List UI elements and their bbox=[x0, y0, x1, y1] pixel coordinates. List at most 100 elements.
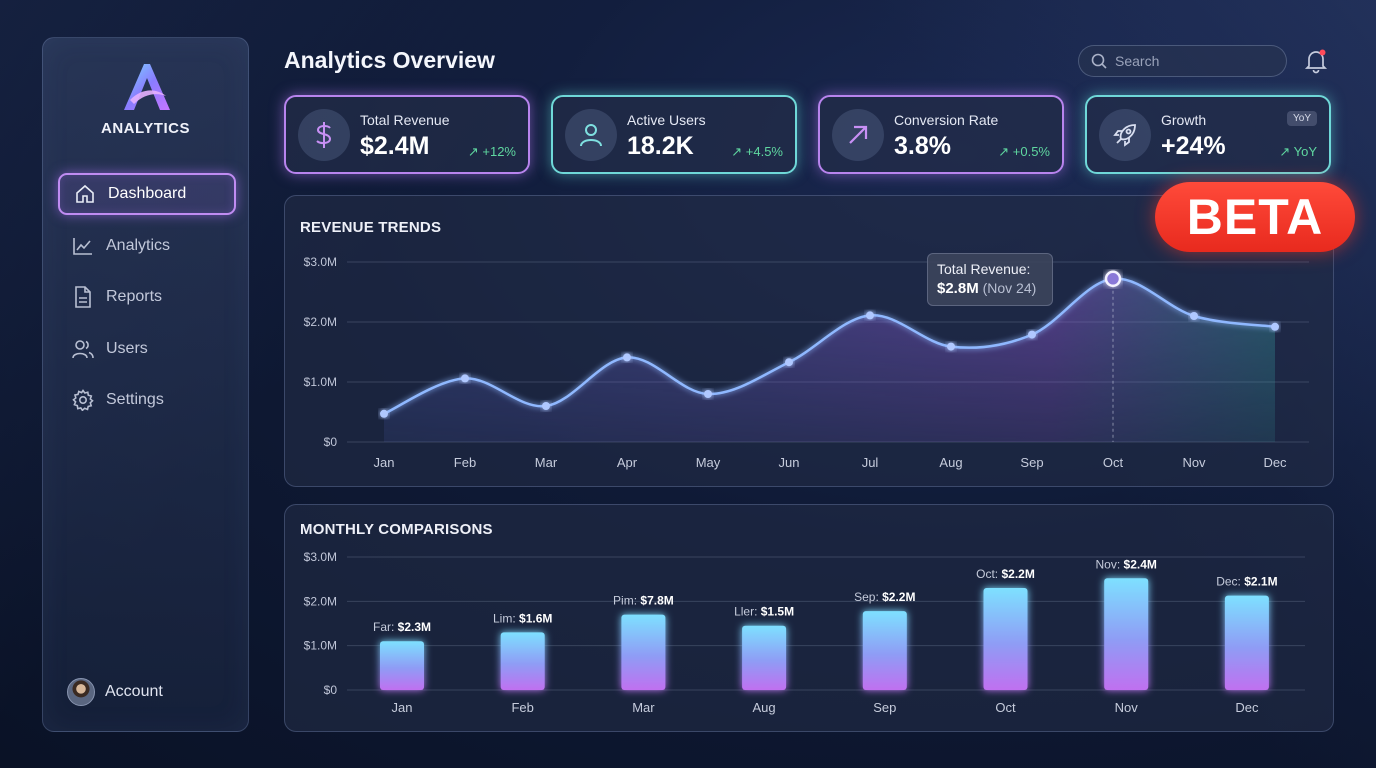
user-icon bbox=[565, 109, 617, 161]
data-point bbox=[623, 353, 631, 362]
bell-icon[interactable] bbox=[1304, 48, 1328, 74]
y-tick-label: $3.0M bbox=[304, 255, 337, 269]
data-point bbox=[785, 358, 793, 367]
bar bbox=[983, 588, 1028, 690]
sidebar-item-label: Reports bbox=[106, 288, 163, 305]
arrow-up-right-icon: ↗ bbox=[1279, 144, 1291, 159]
data-point bbox=[380, 409, 388, 418]
bar bbox=[380, 641, 424, 690]
x-tick-label: Dec bbox=[1235, 700, 1259, 715]
kpi-label: Growth bbox=[1161, 112, 1207, 128]
x-tick-label: Feb bbox=[511, 700, 533, 715]
data-point bbox=[1028, 330, 1036, 339]
x-tick-label: Jun bbox=[779, 455, 800, 470]
x-tick-label: Jul bbox=[862, 455, 879, 470]
avatar bbox=[67, 678, 95, 706]
y-tick-label: $1.0M bbox=[304, 639, 337, 653]
bar-data-label: Nov: $2.4M bbox=[1096, 557, 1157, 571]
sidebar-item-label: Analytics bbox=[106, 236, 171, 254]
kpi-card-total-revenue[interactable]: Total Revenue $2.4M ↗ +12% bbox=[284, 95, 530, 174]
x-tick-label: Feb bbox=[454, 455, 476, 470]
document-icon bbox=[72, 286, 94, 308]
arrow-up-right-icon: ↗ bbox=[998, 144, 1010, 159]
bar bbox=[1104, 578, 1149, 690]
revenue-trends-panel: REVENUE TRENDS $0 $1.0M $2.0M $3.0M Jan Feb Ma… bbox=[284, 195, 1334, 487]
arrow-up-right-icon: ↗ bbox=[467, 144, 479, 159]
bar-data-label: Pim: $7.8M bbox=[613, 594, 674, 608]
bar-data-label: Dec: $2.1M bbox=[1216, 575, 1277, 589]
kpi-label: Active Users bbox=[627, 112, 706, 128]
kpi-change: ↗ +12% bbox=[467, 144, 516, 159]
bar-data-label: Sep: $2.2M bbox=[854, 590, 915, 604]
arrow-up-right-icon: ↗ bbox=[731, 144, 743, 159]
data-point bbox=[947, 342, 955, 351]
y-tick-label: $0 bbox=[324, 683, 338, 697]
gear-icon bbox=[72, 389, 94, 411]
kpi-label: Total Revenue bbox=[360, 112, 450, 128]
account-label: Account bbox=[105, 683, 163, 700]
kpi-value: +24% bbox=[1161, 132, 1226, 160]
data-point bbox=[542, 402, 550, 410]
sidebar-item-settings[interactable]: Settings bbox=[58, 379, 236, 421]
y-tick-label: $2.0M bbox=[304, 315, 337, 329]
dollar-icon bbox=[298, 109, 350, 161]
kpi-value: 18.2K bbox=[627, 132, 694, 160]
bar-data-label: Oct: $2.2M bbox=[976, 567, 1035, 581]
account-button[interactable]: Account bbox=[67, 678, 163, 706]
x-tick-label: Sep bbox=[873, 700, 896, 715]
chart-tooltip: Total Revenue: $2.8M (Nov 24) bbox=[927, 253, 1053, 306]
data-point bbox=[704, 390, 712, 398]
kpi-change: ↗ +4.5% bbox=[731, 144, 783, 159]
logo-mark-icon bbox=[123, 64, 170, 110]
panel-title: MONTHLY COMPARISONS bbox=[300, 521, 493, 538]
arrow-up-right-icon bbox=[832, 109, 884, 161]
logo-text: ANALYTICS bbox=[101, 120, 190, 137]
data-point bbox=[1271, 322, 1279, 331]
bar bbox=[1224, 595, 1269, 690]
bar-data-label: Far: $2.3M bbox=[373, 620, 431, 634]
revenue-area bbox=[384, 278, 1275, 442]
line-chart-icon bbox=[72, 235, 94, 257]
sidebar-item-reports[interactable]: Reports bbox=[58, 276, 236, 318]
bar bbox=[500, 632, 545, 690]
logo: ANALYTICS bbox=[43, 58, 248, 137]
bar-data-label: Ller: $1.5M bbox=[734, 605, 794, 619]
search-box[interactable] bbox=[1078, 45, 1287, 77]
panel-title: REVENUE TRENDS bbox=[300, 219, 442, 236]
search-input[interactable] bbox=[1115, 53, 1275, 69]
y-tick-label: $1.0M bbox=[304, 375, 337, 389]
home-icon bbox=[74, 183, 96, 205]
x-tick-label: May bbox=[696, 455, 721, 470]
kpi-card-active-users[interactable]: Active Users 18.2K ↗ +4.5% bbox=[551, 95, 797, 174]
yoy-badge: YoY bbox=[1287, 111, 1317, 126]
users-icon bbox=[72, 338, 94, 360]
kpi-card-growth[interactable]: Growth +24% YoY ↗ YoY bbox=[1085, 95, 1331, 174]
data-point bbox=[461, 374, 469, 383]
kpi-value: 3.8% bbox=[894, 132, 951, 160]
x-tick-label: Jan bbox=[392, 700, 413, 715]
x-tick-label: Jan bbox=[374, 455, 395, 470]
y-tick-label: $2.0M bbox=[304, 594, 337, 608]
search-icon bbox=[1091, 53, 1107, 69]
tooltip-title: Total Revenue: bbox=[937, 261, 1031, 277]
rocket-icon bbox=[1099, 109, 1151, 161]
kpi-card-conversion-rate[interactable]: Conversion Rate 3.8% ↗ +0.5% bbox=[818, 95, 1064, 174]
revenue-trends-chart: $0 $1.0M $2.0M $3.0M Jan Feb Mar Apr May Jun Jul Au… bbox=[304, 255, 1309, 470]
monthly-comparisons-chart: $0 $1.0M $2.0M $3.0M Far: $2.3M Jan Lim: $1.6M… bbox=[304, 550, 1305, 715]
y-tick-label: $3.0M bbox=[304, 550, 337, 564]
sidebar-item-users[interactable]: Users bbox=[58, 328, 236, 370]
bar bbox=[621, 614, 666, 690]
kpi-value: $2.4M bbox=[360, 132, 430, 160]
sidebar-item-label: Users bbox=[106, 339, 148, 357]
beta-badge: BETA bbox=[1155, 182, 1355, 252]
sidebar-item-analytics[interactable]: Analytics bbox=[58, 225, 236, 267]
kpi-change: ↗ YoY bbox=[1279, 144, 1317, 159]
sidebar-item-dashboard[interactable]: Dashboard bbox=[58, 173, 236, 215]
y-tick-label: $0 bbox=[324, 435, 338, 449]
sidebar-nav: Dashboard Analytics Reports Users Settin… bbox=[58, 173, 236, 431]
x-tick-label: Oct bbox=[995, 700, 1016, 715]
x-tick-label: Aug bbox=[753, 700, 776, 715]
data-point bbox=[1190, 312, 1198, 320]
x-tick-label: Dec bbox=[1263, 455, 1287, 470]
page-title: Analytics Overview bbox=[284, 47, 495, 73]
